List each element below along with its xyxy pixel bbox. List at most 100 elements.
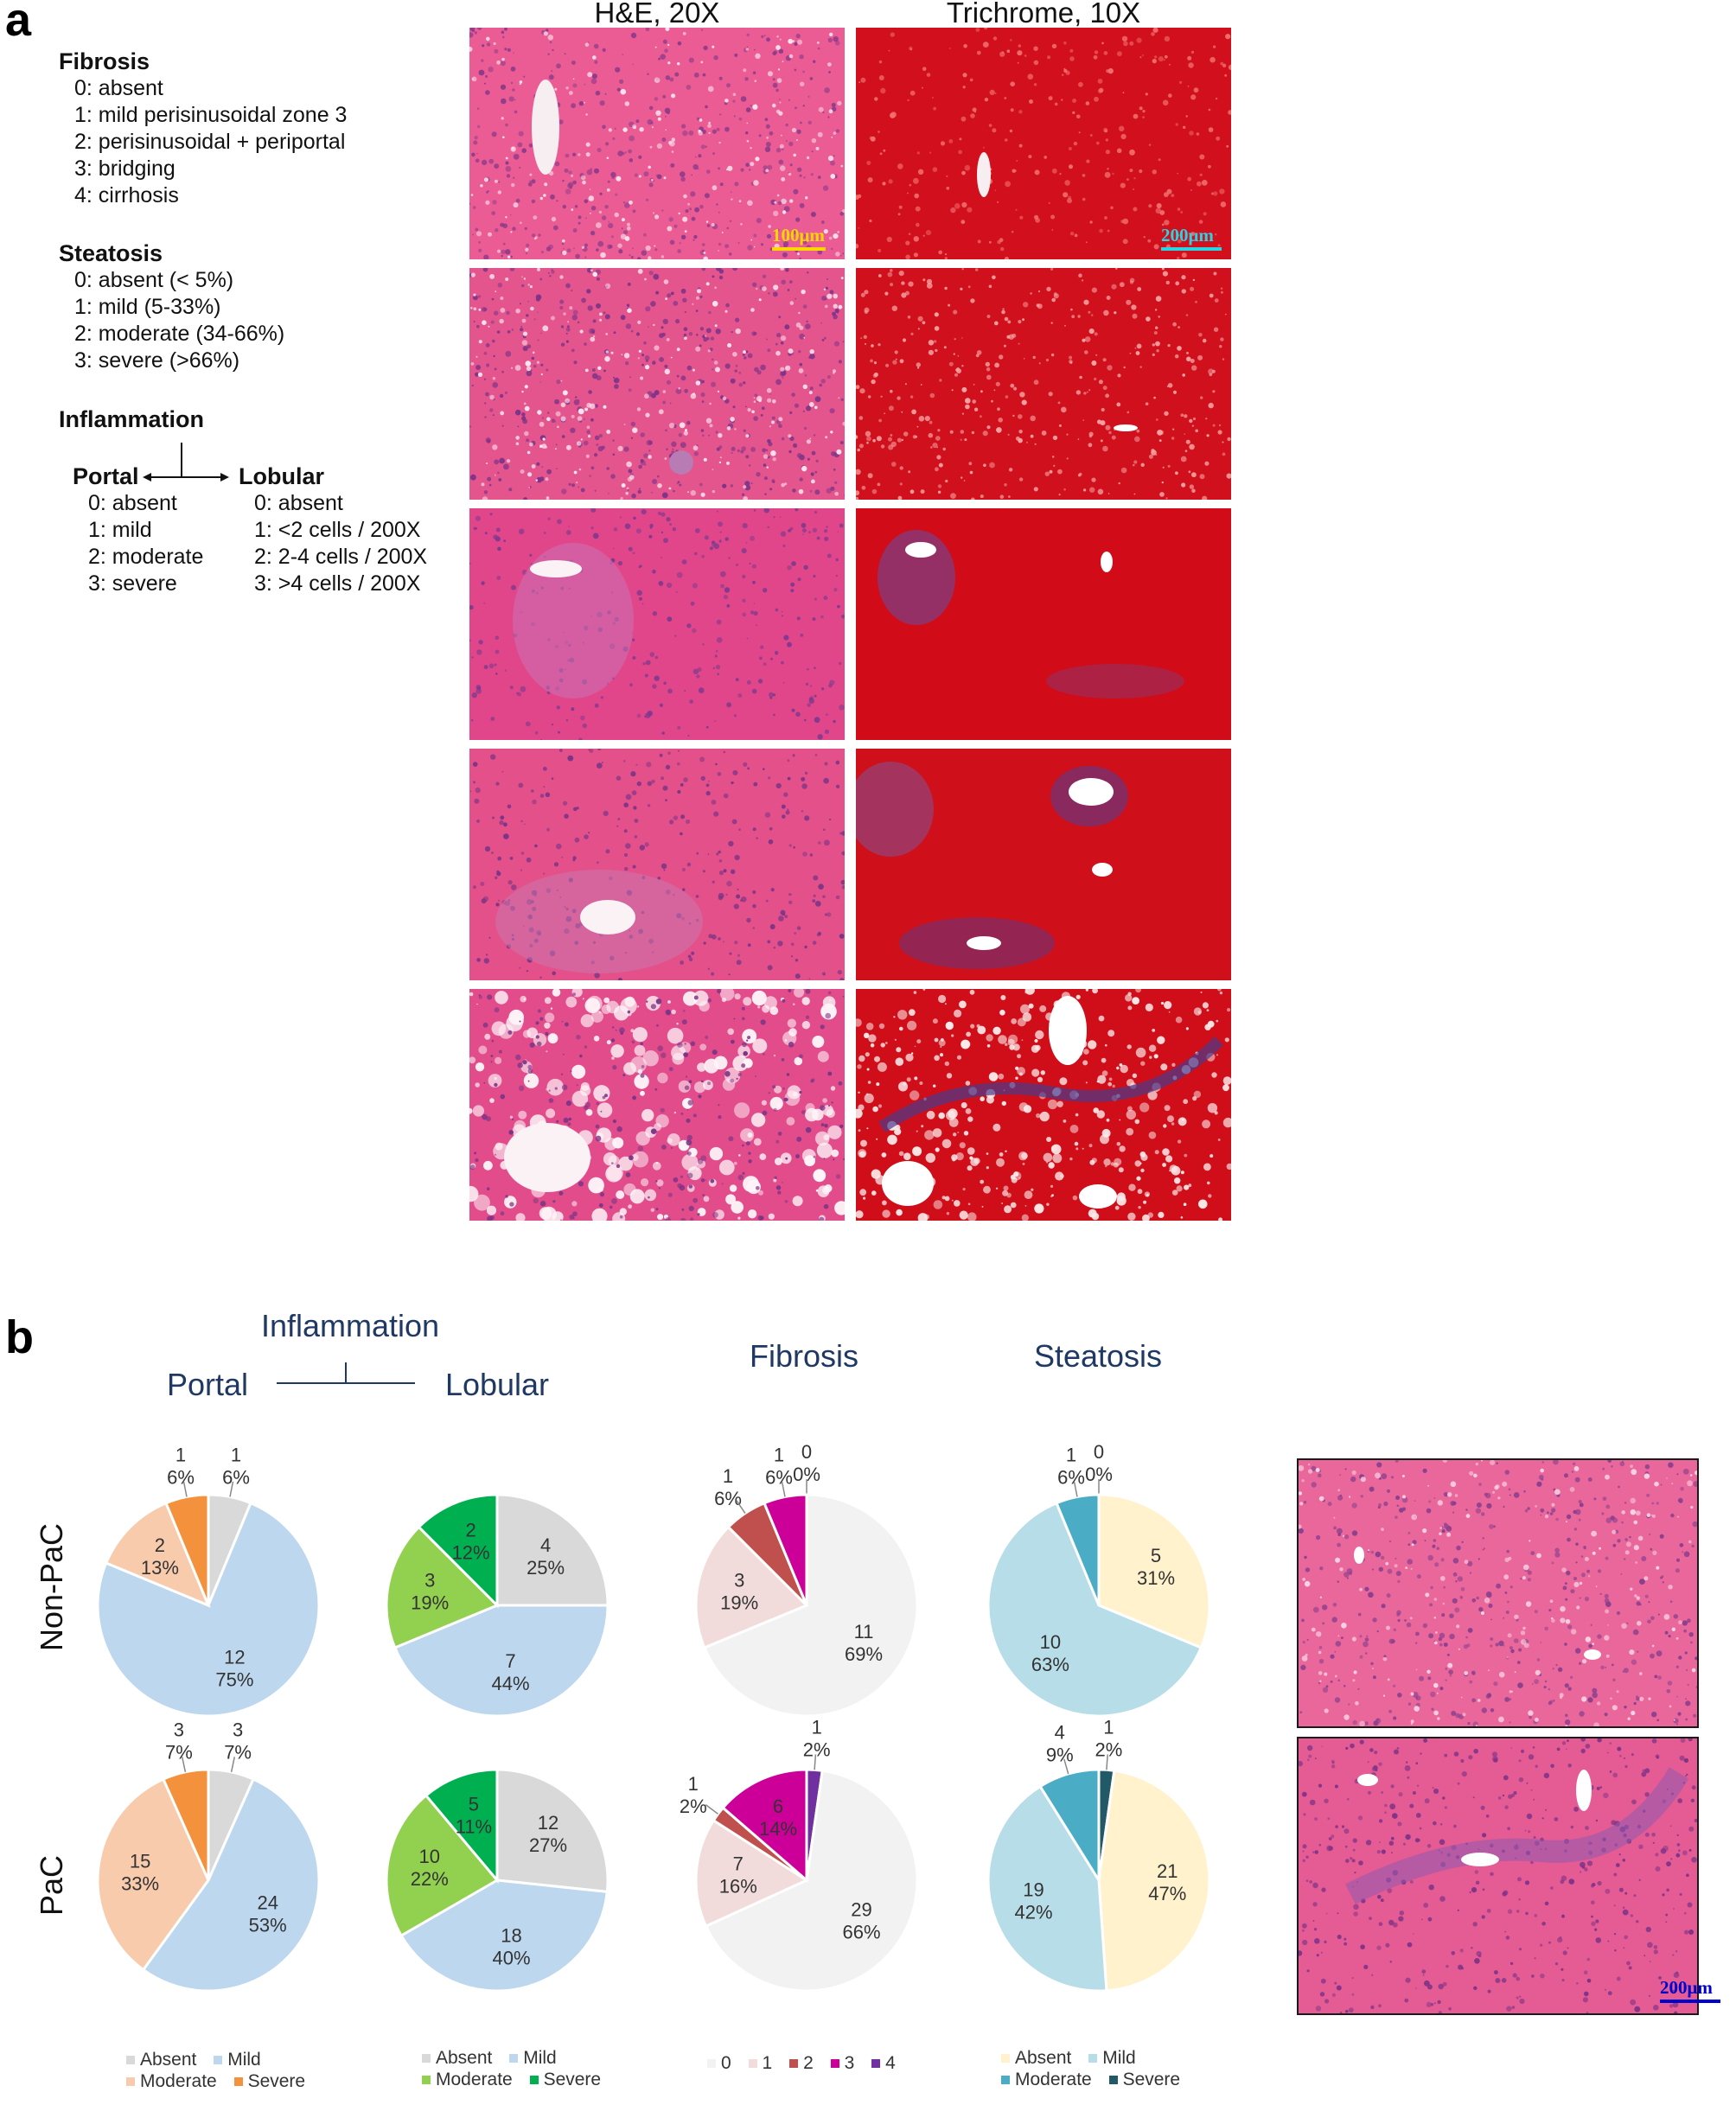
pie-leader-line [705,1803,718,1815]
col-header-trichrome: Trichrome, 10X [946,0,1141,29]
pie-value-label: 19 42% [1014,1879,1052,1923]
pie-value-label: 4 9% [1046,1722,1074,1766]
pie-value-label: 24 53% [249,1892,287,1936]
steatosis-item: 2: moderate (34-66%) [74,322,285,346]
pie-value-label: 29 66% [842,1899,880,1943]
pie-value-label: 5 11% [456,1793,492,1837]
legend-item: Mild [214,2050,261,2070]
legend-item: Absent [422,2048,492,2069]
legend-label: 3 [844,2053,855,2073]
legend-item: Absent [1001,2048,1071,2069]
pie-value-label: 0 0% [793,1441,820,1485]
pie-value-label: 1 6% [714,1465,742,1509]
lobular-scoring-title: Lobular [239,463,324,489]
steatosis-scoring-title: Steatosis [59,240,163,266]
pie-value-label: 3 19% [411,1570,449,1614]
legend-label: Mild [1102,2048,1136,2068]
pie-value-label: 2 13% [141,1534,179,1579]
portal-item: 0: absent [88,491,177,515]
pie-slice [694,1525,809,1649]
row-label-nonpac: Non-PaC [34,1522,69,1652]
pie-value-label: 0 0% [1085,1441,1113,1485]
legend-label: Absent [140,2050,197,2070]
pie-slice [96,1501,321,1718]
trichrome-image-row3 [856,508,1231,740]
legend-item: Severe [1108,2070,1181,2090]
nonpac-portal-pie: 1 6% 12 75% 2 13% 1 6% [96,1444,321,1718]
pac-fibrosis-pie: 1 2% 29 66% 7 16% 1 2% 6 14% [680,1717,919,1993]
he-image-row5 [469,989,845,1221]
pie-slice [495,1493,610,1607]
portal-legend: Absent Mild Moderate Severe [126,2049,351,2092]
legend-label: 0 [721,2053,731,2073]
pie-value-label: 5 31% [1137,1545,1175,1589]
legend-label: Moderate [436,2070,513,2089]
legend-item: Mild [1088,2048,1136,2069]
inflammation-scoring-title-wrap: Inflammation [59,406,204,433]
pie-slice [694,1818,810,1929]
inset-image-pac [1297,1737,1699,2015]
steatosis-item: 1: mild (5-33%) [74,295,221,319]
col-header-he: H&E, 20X [594,0,720,29]
legend-label: Mild [227,2050,261,2070]
legend-label: 4 [885,2053,896,2073]
legend-label: Absent [1015,2048,1072,2068]
pie-slice [385,1793,500,1938]
steatosis-item: 0: absent (< 5%) [74,268,234,292]
portal-scoring-title: Portal [73,463,139,489]
pac-steatosis-pie: 1 2% 21 47% 19 42% 4 9% [986,1717,1211,1993]
pie-slice [141,1777,321,1993]
pie-slice [96,1777,210,1972]
steatosis-item: 3: severe (>66%) [74,348,240,373]
legend-label: 1 [762,2053,773,2073]
portal-item: 3: severe [88,571,177,596]
inset-scalebar-label: 200μm [1660,1977,1713,1998]
pie-value-label: 1 2% [680,1773,707,1817]
pie-slice [986,1784,1108,1993]
pie-value-label: 7 16% [719,1853,757,1897]
pie-slice [702,1493,919,1718]
legend-item: Mild [509,2048,557,2069]
legend-label: Moderate [1015,2070,1092,2089]
pac-lobular-pie: 12 27% 18 40% 10 22%5 11% [385,1768,610,1993]
legend-item: Moderate [1001,2070,1092,2090]
fibrosis-header: Fibrosis [749,1338,859,1374]
trichrome-image-row2 [856,268,1231,500]
pie-leader-line [781,1481,786,1497]
legend-label: 2 [803,2053,814,2073]
pie-leader-line [181,1757,187,1772]
pie-value-label: 1 6% [1057,1444,1085,1488]
fibrosis-item: 2: perisinusoidal + periportal [74,130,346,154]
pie-leader-line [1063,1758,1069,1775]
pie-slice [495,1768,610,1894]
he-scalebar-label: 100μm [772,225,825,246]
he-image-row3 [469,508,845,740]
portal-header: Portal [166,1367,249,1402]
lobular-legend: Absent Mild Moderate Severe [422,2047,647,2090]
pie-value-label: 3 7% [224,1719,252,1764]
fibrosis-item: 0: absent [74,76,163,100]
he-image-row1 [469,28,845,259]
nonpac-fibrosis-pie: 0 0% 11 69% 3 19% 1 6% 1 6% [694,1441,919,1718]
pie-value-label: 1 2% [803,1717,831,1761]
pie-value-label: 1 2% [1095,1717,1123,1761]
pie-slice [417,1493,499,1609]
trichrome-scalebar-label: 200μm [1161,225,1214,246]
lobular-item: 0: absent [254,491,343,515]
legend-label: Moderate [140,2071,217,2091]
steatosis-scoring: Steatosis 0: absent (< 5%) 1: mild (5-33… [59,240,284,374]
inset-scalebar: 200μm [1660,1977,1729,2003]
fibrosis-scoring-title: Fibrosis [59,48,150,74]
legend-item: Absent [126,2050,196,2070]
pie-value-label: 10 22% [411,1846,449,1890]
legend-label: Severe [1122,2070,1181,2089]
pie-value-label: 2 12% [452,1520,490,1564]
pie-value-label: 3 7% [165,1719,193,1764]
pie-value-label: 1 6% [765,1444,793,1488]
legend-item: Moderate [422,2070,513,2090]
steatosis-legend: Absent Mild Moderate Severe [1001,2047,1226,2090]
pie-slice [424,1768,499,1885]
pie-leader-line [182,1481,188,1497]
portal-lobular-arrow [143,443,229,482]
pie-value-label: 10 63% [1031,1631,1069,1675]
